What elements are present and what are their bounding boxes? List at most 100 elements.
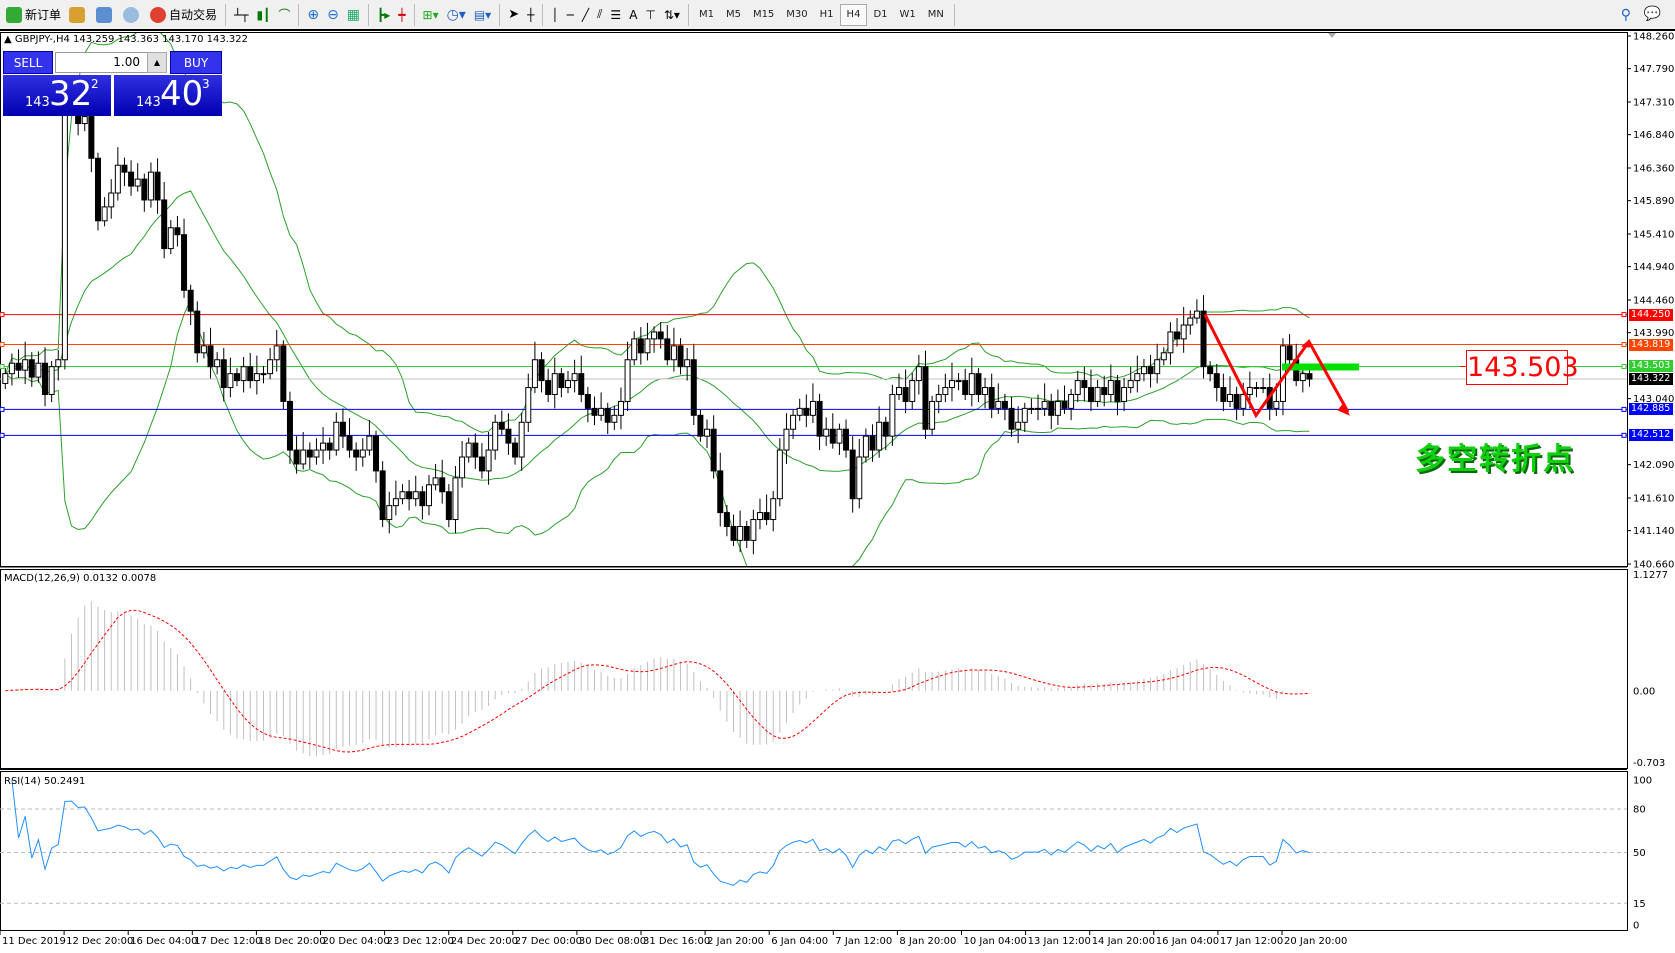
candle-body: [690, 359, 697, 416]
candle-body: [975, 373, 982, 395]
sell-button[interactable]: SELL: [3, 51, 53, 74]
book-icon: [69, 6, 86, 23]
candle-body: [134, 178, 141, 187]
candle-body: [234, 373, 240, 382]
candle-body: [280, 345, 287, 402]
signal-icon: [123, 6, 140, 23]
candle-body: [1306, 373, 1313, 380]
candle-body: [862, 435, 869, 458]
horizontal-line-button[interactable]: ─: [563, 3, 578, 27]
candle-body: [955, 380, 962, 383]
candle-body: [617, 400, 624, 416]
bollinger-lower: [4, 298, 1310, 566]
candle-body: [108, 192, 115, 208]
candle-body: [750, 519, 757, 541]
time-tick-label: 12 Dec 20:00: [66, 936, 133, 947]
lot-increase-button[interactable]: ▲: [147, 52, 167, 73]
candle-body: [247, 366, 254, 382]
timeframe-m1[interactable]: M1: [698, 9, 714, 20]
candle-body: [1087, 387, 1094, 402]
candle-body: [1193, 310, 1200, 319]
periods-button[interactable]: ◷▾: [443, 3, 470, 27]
candle-body: [465, 442, 472, 458]
time-tick-label: 31 Dec 16:00: [643, 936, 710, 947]
tile-windows-button[interactable]: ▦: [343, 3, 364, 27]
zoom-out-button[interactable]: ⊖: [323, 3, 343, 27]
signals-button[interactable]: [119, 3, 146, 27]
bar-chart-button[interactable]: ┴┬: [230, 3, 252, 27]
chat-icon[interactable]: 💬: [1643, 6, 1661, 22]
chart-shift-button[interactable]: ┿: [394, 3, 409, 27]
candle-body: [717, 470, 724, 514]
vertical-line-button[interactable]: │: [547, 3, 562, 27]
price-tick-label: 143.040: [1633, 394, 1674, 405]
timeframe-m30[interactable]: M30: [786, 9, 808, 20]
candle-body: [42, 362, 49, 395]
templates-button[interactable]: ▤▾: [470, 3, 495, 27]
candle-body: [651, 331, 658, 340]
time-tick-label: 18 Dec 20:00: [258, 936, 325, 947]
lot-size-input[interactable]: 1.00: [55, 52, 167, 73]
new-order-button[interactable]: 新订单: [2, 3, 65, 27]
channel-button[interactable]: ⫽: [593, 3, 606, 27]
timeframe-d1[interactable]: D1: [873, 9, 888, 20]
timeframe-mn[interactable]: MN: [927, 9, 944, 20]
candle-body: [948, 380, 955, 389]
candle-body: [1273, 400, 1280, 409]
candle-body: [1187, 317, 1194, 326]
candle-body: [386, 505, 393, 521]
candle-body: [1035, 407, 1042, 410]
candle-body: [1154, 359, 1161, 375]
time-tick-label: 17 Dec 12:00: [194, 936, 261, 947]
candle-body: [882, 421, 889, 437]
candle-body: [81, 116, 88, 125]
ask-price[interactable]: 143 40 3: [114, 74, 222, 116]
candle-body: [604, 407, 611, 423]
timeframe-h4[interactable]: H4: [839, 3, 868, 26]
timeframe-m5[interactable]: M5: [725, 9, 741, 20]
candle-body: [723, 512, 730, 527]
crosshair-button[interactable]: ┼: [523, 3, 538, 27]
candle-body: [94, 157, 101, 222]
candle-body: [253, 373, 260, 382]
fibonacci-button[interactable]: ☰: [606, 3, 625, 27]
arrows-button[interactable]: ⇅▾: [660, 3, 684, 27]
candle-body: [876, 421, 883, 451]
candle-body: [869, 435, 876, 451]
candle-body: [333, 421, 340, 451]
timeframe-w1[interactable]: W1: [899, 9, 916, 20]
buy-button[interactable]: BUY: [170, 51, 222, 74]
candle-body: [1260, 387, 1267, 390]
candle-body: [902, 387, 909, 402]
terminal-button[interactable]: [92, 3, 119, 27]
level-handle: [1621, 432, 1627, 438]
cursor-button[interactable]: ➤: [504, 3, 523, 27]
level-handle: [0, 312, 5, 318]
text-label-button[interactable]: ⊤: [641, 3, 659, 27]
navigator-button[interactable]: [65, 3, 92, 27]
candle-body: [306, 449, 313, 458]
one-click-trading-panel: SELL ▼ 1.00 ▲ BUY 143 32 2 143 40 3: [3, 51, 222, 116]
auto-trading-button[interactable]: 自动交易: [146, 3, 221, 27]
timeframe-h1[interactable]: H1: [819, 9, 834, 20]
search-icon[interactable]: ⚲: [1620, 7, 1631, 23]
indicators-button[interactable]: ⊞▾: [419, 3, 443, 27]
zoom-in-icon: ⊕: [307, 6, 320, 23]
autoscroll-button[interactable]: ┣▸: [373, 3, 394, 27]
candle-body: [15, 362, 22, 371]
price-annotation[interactable]: 143.503: [1466, 350, 1579, 385]
candle-body: [909, 380, 916, 402]
reversal-point-annotation[interactable]: 多空转折点: [1415, 442, 1575, 477]
candle-chart-button[interactable]: ▮┃: [252, 3, 274, 27]
bid-price[interactable]: 143 32 2: [3, 74, 111, 116]
line-chart-button[interactable]: ⌒: [274, 3, 294, 27]
candle-body: [598, 407, 605, 416]
level-handle: [1621, 342, 1627, 348]
text-button[interactable]: A: [625, 3, 641, 27]
zoom-in-button[interactable]: ⊕: [303, 3, 323, 27]
candle-body: [896, 387, 902, 395]
candle-body: [1054, 400, 1061, 416]
timeframe-m15[interactable]: M15: [752, 9, 775, 20]
trendline-button[interactable]: ╱: [578, 3, 593, 27]
